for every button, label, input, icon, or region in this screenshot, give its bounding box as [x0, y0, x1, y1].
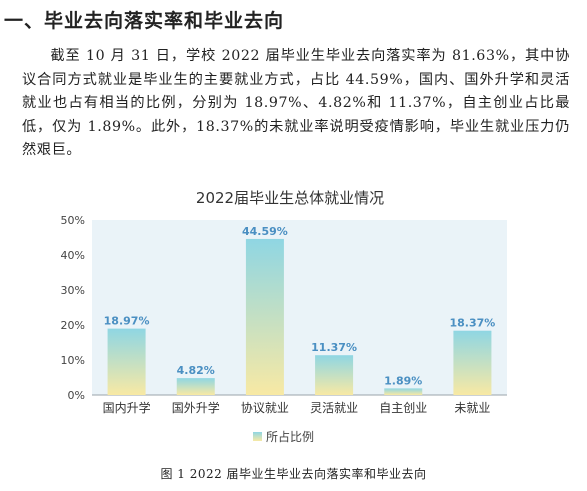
- y-tick-label: 30%: [61, 284, 85, 297]
- legend: 所占比例: [253, 429, 314, 444]
- x-tick-label: 灵活就业: [310, 401, 358, 415]
- legend-label: 所占比例: [266, 429, 314, 444]
- plot-area: [92, 220, 507, 395]
- data-label: 11.37%: [311, 341, 357, 354]
- data-label: 44.59%: [242, 225, 288, 238]
- x-tick-label: 国内升学: [103, 400, 151, 415]
- bar: [453, 330, 492, 395]
- data-label: 18.37%: [450, 317, 496, 330]
- x-tick-label: 协议就业: [241, 400, 289, 415]
- bar: [315, 355, 354, 395]
- x-tick-label: 国外升学: [172, 400, 220, 415]
- employment-bar-chart: 2022届毕业生总体就业情况 0% 10% 20% 30% 40% 50% 国内升学 18.…: [61, 189, 507, 444]
- y-tick-label: 50%: [61, 214, 85, 227]
- bar: [107, 328, 146, 395]
- summary-paragraph: 截至 10 月 31 日，学校 2022 届毕业生毕业去向落实率为 81.63%…: [22, 48, 570, 158]
- data-label: 1.89%: [384, 374, 422, 387]
- chart-title: 2022届毕业生总体就业情况: [196, 189, 384, 207]
- bar: [384, 388, 423, 395]
- y-tick-label: 20%: [61, 319, 85, 332]
- x-tick-label: 未就业: [454, 401, 490, 415]
- bar: [245, 238, 284, 395]
- data-label: 18.97%: [104, 315, 150, 328]
- section-heading: 一、毕业去向落实率和毕业去向: [4, 10, 285, 32]
- legend-swatch: [253, 432, 262, 441]
- bar: [176, 378, 215, 395]
- y-tick-label: 0%: [68, 389, 85, 402]
- figure-caption: 图 1 2022 届毕业生毕业去向落实率和毕业去向: [160, 467, 427, 481]
- data-label: 4.82%: [177, 364, 215, 377]
- y-tick-label: 10%: [61, 354, 85, 367]
- y-tick-label: 40%: [61, 249, 85, 262]
- x-tick-label: 自主创业: [379, 401, 427, 415]
